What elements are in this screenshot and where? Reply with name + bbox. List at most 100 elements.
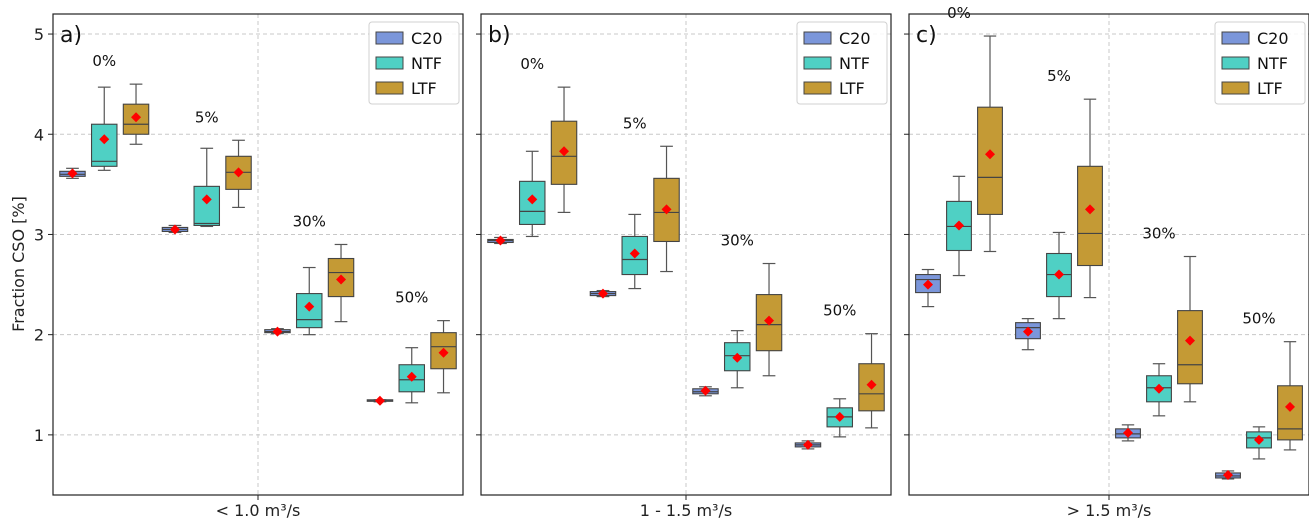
legend-swatch	[375, 56, 404, 70]
legend: C20 NTF LTF	[796, 21, 888, 105]
mean-marker	[661, 204, 672, 215]
legend-label: LTF	[1257, 79, 1283, 98]
box-c20	[161, 224, 189, 235]
box-ltf	[1177, 255, 1203, 403]
panel-a: 0% 5% 30% 50% 1 2 3 4 5 a) < 1.0 m³/s C20 NTF LTF	[34, 13, 464, 520]
group-label: 0%	[947, 4, 971, 22]
box-ntf	[1046, 231, 1072, 320]
box-c20	[1115, 424, 1141, 442]
x-axis-label: > 1.5 m³/s	[1067, 501, 1152, 520]
legend-label: C20	[411, 29, 443, 48]
legend-label: LTF	[411, 79, 437, 98]
mean-marker	[1023, 326, 1033, 337]
mean-marker	[99, 134, 110, 145]
box-ntf	[723, 330, 751, 389]
box-c20	[692, 385, 719, 397]
box-c20	[366, 395, 394, 406]
box-c20	[589, 288, 617, 299]
mean-marker	[374, 395, 385, 406]
mean-marker	[559, 146, 570, 157]
mean-marker	[406, 371, 417, 382]
mean-marker	[169, 224, 180, 235]
legend-swatch	[375, 81, 404, 95]
legend: C20 NTF LTF	[368, 21, 460, 105]
mean-marker	[233, 167, 244, 178]
legend-label: NTF	[839, 54, 870, 73]
mean-marker	[304, 301, 315, 312]
legend-swatch	[803, 81, 832, 95]
mean-marker	[1154, 383, 1164, 394]
box-ltf	[1077, 98, 1103, 299]
mean-marker	[1254, 434, 1264, 445]
legend-swatch	[803, 31, 832, 45]
group-label: 30%	[293, 212, 326, 230]
box-ntf	[90, 86, 118, 171]
mean-marker	[201, 194, 212, 205]
legend-swatch	[1221, 81, 1250, 95]
box-ltf	[977, 35, 1003, 253]
panel-label: b)	[488, 23, 511, 48]
x-axis-label: 1 - 1.5 m³/s	[640, 501, 732, 520]
mean-marker	[438, 347, 449, 358]
legend-swatch	[803, 56, 832, 70]
mean-marker	[527, 194, 538, 205]
box-ntf	[295, 266, 323, 336]
y-tick-label: 1	[34, 426, 44, 445]
iqr-box	[1077, 165, 1103, 267]
group-label: 50%	[395, 289, 428, 307]
box-c20	[915, 268, 941, 308]
box-ltf	[225, 139, 252, 209]
legend-label: LTF	[839, 79, 865, 98]
box-ntf	[1246, 426, 1272, 460]
mean-marker	[1223, 469, 1233, 480]
box-c20	[59, 167, 86, 179]
box-ltf	[430, 320, 457, 394]
legend-swatch	[1221, 56, 1250, 70]
mean-marker	[272, 326, 283, 337]
group-label: 30%	[721, 232, 754, 250]
box-ltf	[653, 145, 680, 273]
group-label: 0%	[520, 55, 544, 73]
y-axis-label: Fraction CSO [%]	[9, 196, 28, 332]
mean-marker	[1185, 335, 1195, 346]
plot-frame	[52, 13, 464, 496]
mean-marker	[732, 352, 743, 363]
legend-label: C20	[1257, 29, 1289, 48]
legend-swatch	[1221, 31, 1250, 45]
box-ntf	[826, 398, 854, 438]
iqr-box	[1177, 310, 1203, 385]
iqr-box	[1277, 385, 1303, 441]
panel-label: c)	[916, 23, 937, 48]
y-tick-label: 2	[34, 326, 44, 345]
mean-marker	[495, 235, 506, 246]
legend-label: NTF	[411, 54, 442, 73]
panel-b: 0% 5% 30% 50% b) 1 - 1.5 m³/s C20 NTF LTF	[476, 13, 892, 520]
mean-marker	[954, 220, 964, 231]
mean-marker	[802, 439, 813, 450]
mean-marker	[866, 379, 877, 390]
legend: C20 NTF LTF	[1214, 21, 1306, 105]
mean-marker	[1054, 269, 1064, 280]
mean-marker	[1123, 427, 1133, 438]
box-ltf	[122, 83, 150, 145]
mean-marker	[597, 288, 608, 299]
box-c20	[1215, 469, 1241, 480]
group-label: 5%	[195, 108, 219, 126]
box-c20	[794, 439, 822, 450]
box-ntf	[518, 150, 546, 238]
box-c20	[264, 326, 291, 337]
mean-marker	[834, 411, 845, 422]
y-tick-label: 5	[34, 25, 44, 44]
box-c20	[1015, 318, 1041, 351]
y-tick-label: 4	[34, 125, 44, 144]
mean-marker	[1085, 204, 1095, 215]
mean-marker	[131, 112, 142, 123]
group-label: 5%	[623, 114, 647, 132]
iqr-box	[193, 185, 221, 226]
box-ltf	[550, 86, 578, 214]
box-c20	[487, 235, 514, 246]
iqr-box	[977, 106, 1003, 215]
mean-marker	[700, 385, 711, 396]
mean-marker	[764, 315, 775, 326]
